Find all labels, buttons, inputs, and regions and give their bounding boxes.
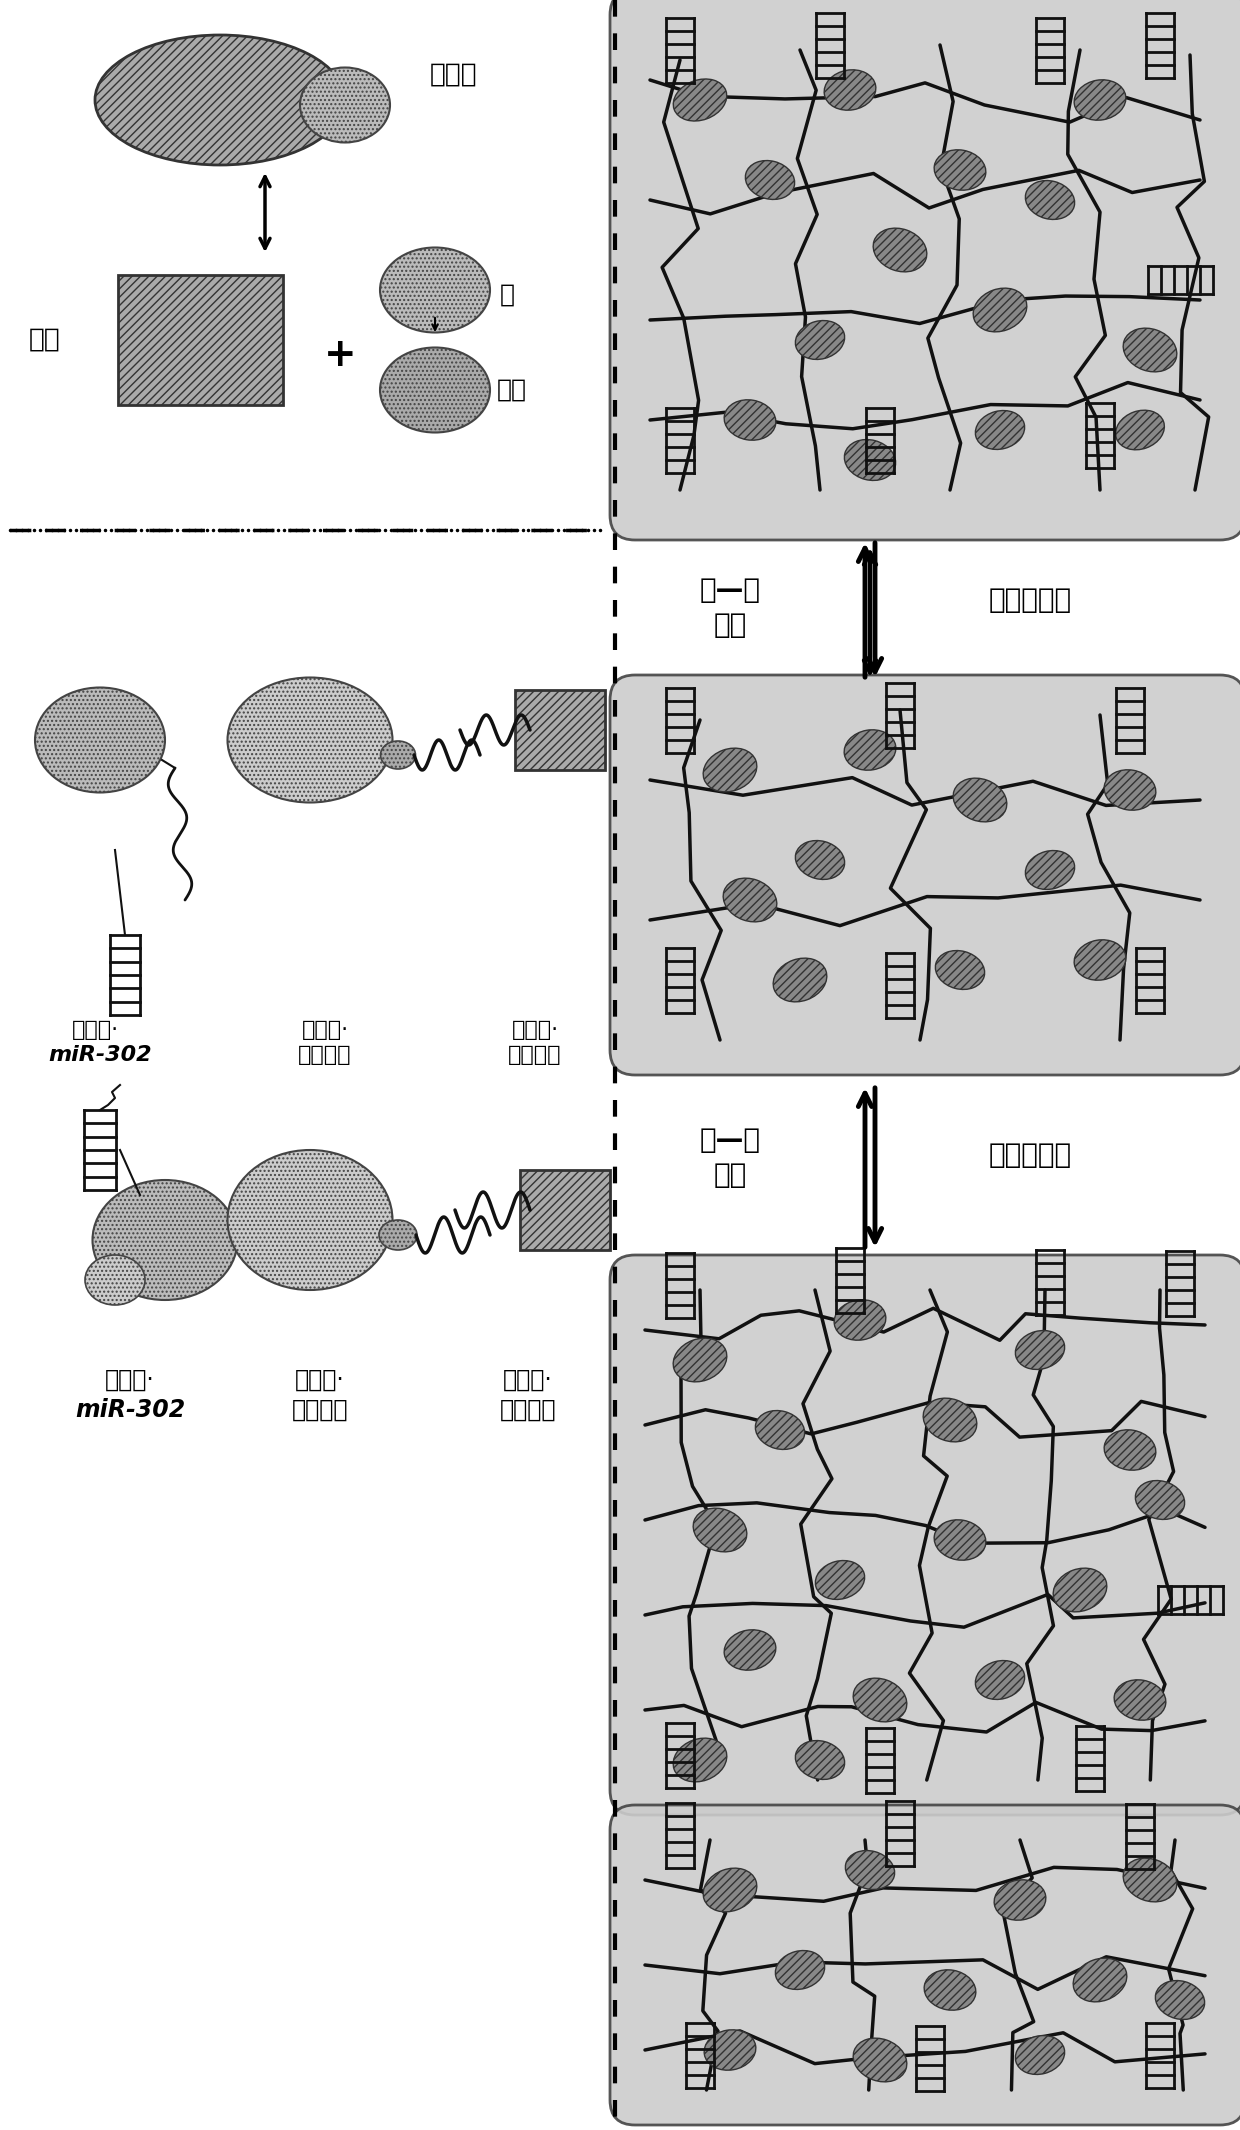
Ellipse shape <box>825 70 875 111</box>
Ellipse shape <box>844 439 895 481</box>
Text: 剪切稀释化: 剪切稀释化 <box>988 586 1071 613</box>
Ellipse shape <box>853 1678 906 1721</box>
Ellipse shape <box>973 288 1027 332</box>
Ellipse shape <box>1115 1681 1166 1721</box>
Ellipse shape <box>227 1150 393 1291</box>
Ellipse shape <box>873 228 926 273</box>
Text: 组装: 组装 <box>713 1161 746 1189</box>
Ellipse shape <box>93 1180 238 1299</box>
Ellipse shape <box>795 841 844 880</box>
Text: 环糊精·: 环糊精· <box>511 1020 558 1039</box>
Ellipse shape <box>723 878 776 922</box>
Ellipse shape <box>935 950 985 990</box>
Ellipse shape <box>673 79 727 121</box>
Text: 客—主: 客—主 <box>699 1127 760 1154</box>
FancyBboxPatch shape <box>610 675 1240 1076</box>
Text: +: + <box>324 337 356 375</box>
Ellipse shape <box>1073 1957 1127 2002</box>
Ellipse shape <box>923 1397 977 1442</box>
Ellipse shape <box>775 1951 825 1989</box>
FancyBboxPatch shape <box>610 0 1240 541</box>
Ellipse shape <box>846 1851 894 1889</box>
Ellipse shape <box>227 677 393 803</box>
Text: 透明质酸: 透明质酸 <box>299 1046 352 1065</box>
Text: 客体: 客体 <box>497 377 527 403</box>
Text: 客—主: 客—主 <box>699 575 760 605</box>
Ellipse shape <box>844 731 895 771</box>
Ellipse shape <box>1156 1981 1204 2019</box>
Ellipse shape <box>673 1738 727 1783</box>
Ellipse shape <box>300 68 391 143</box>
Ellipse shape <box>853 2038 906 2081</box>
Text: 组装: 组装 <box>713 611 746 639</box>
Ellipse shape <box>934 1521 986 1559</box>
Text: 主体: 主体 <box>29 328 61 354</box>
Ellipse shape <box>724 1629 776 1670</box>
Ellipse shape <box>816 1561 864 1600</box>
Text: 金冈烷·: 金冈烷· <box>295 1367 345 1393</box>
Ellipse shape <box>934 149 986 190</box>
Ellipse shape <box>1136 1480 1184 1519</box>
Ellipse shape <box>35 688 165 792</box>
Ellipse shape <box>704 2030 756 2070</box>
Ellipse shape <box>976 411 1024 449</box>
Ellipse shape <box>95 34 345 164</box>
Ellipse shape <box>379 1220 417 1250</box>
Ellipse shape <box>755 1410 805 1448</box>
Text: 透明质酸: 透明质酸 <box>291 1397 348 1423</box>
Ellipse shape <box>1074 79 1126 119</box>
Ellipse shape <box>795 1740 844 1779</box>
Ellipse shape <box>1025 850 1075 890</box>
Text: 金冈烷·: 金冈烷· <box>301 1020 348 1039</box>
Ellipse shape <box>703 1868 756 1913</box>
Text: 复合物: 复合物 <box>430 62 477 87</box>
Ellipse shape <box>1016 2036 1065 2075</box>
Bar <box>520 1169 610 1250</box>
Text: 剪切稀释化: 剪切稀释化 <box>988 1142 1071 1169</box>
FancyBboxPatch shape <box>610 1255 1240 1815</box>
Text: miR-302: miR-302 <box>48 1046 151 1065</box>
Ellipse shape <box>1104 1429 1156 1470</box>
Ellipse shape <box>745 160 795 200</box>
Ellipse shape <box>703 748 756 792</box>
Ellipse shape <box>1074 939 1126 980</box>
Ellipse shape <box>379 247 490 332</box>
Ellipse shape <box>835 1299 885 1340</box>
Bar <box>515 690 605 771</box>
Ellipse shape <box>1116 411 1164 449</box>
Ellipse shape <box>1025 181 1075 219</box>
Ellipse shape <box>976 1661 1024 1700</box>
Ellipse shape <box>673 1338 727 1382</box>
Ellipse shape <box>86 1255 145 1306</box>
Ellipse shape <box>1053 1568 1107 1612</box>
FancyBboxPatch shape <box>610 1804 1240 2126</box>
Text: miR-302: miR-302 <box>74 1397 185 1423</box>
Ellipse shape <box>924 1970 976 2011</box>
Text: 胆固醇·: 胆固醇· <box>105 1367 155 1393</box>
Ellipse shape <box>724 400 776 441</box>
Text: 胆固醇·: 胆固醇· <box>72 1020 119 1039</box>
Ellipse shape <box>795 320 844 360</box>
Ellipse shape <box>381 741 415 769</box>
Ellipse shape <box>1123 1857 1177 1902</box>
Ellipse shape <box>774 958 827 1001</box>
Ellipse shape <box>954 777 1007 822</box>
Text: 环糊精·: 环糊精· <box>503 1367 553 1393</box>
Ellipse shape <box>1016 1331 1065 1370</box>
Ellipse shape <box>1123 328 1177 373</box>
Text: 或: 或 <box>500 283 515 307</box>
Text: 透明质酸: 透明质酸 <box>508 1046 562 1065</box>
Ellipse shape <box>994 1881 1045 1921</box>
Ellipse shape <box>379 347 490 432</box>
Bar <box>118 275 283 405</box>
Ellipse shape <box>693 1508 746 1553</box>
Ellipse shape <box>1104 769 1156 809</box>
Text: 透明质酸: 透明质酸 <box>500 1397 557 1423</box>
